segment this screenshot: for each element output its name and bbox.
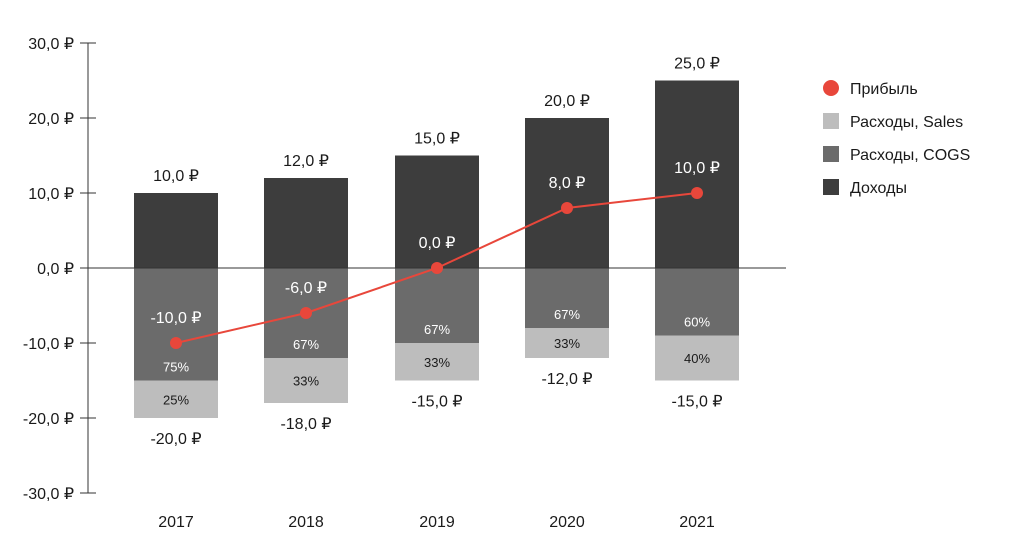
legend-marker-swatch xyxy=(823,113,839,129)
cogs-share-label: 67% xyxy=(424,322,450,337)
sales-share-label: 25% xyxy=(163,392,189,407)
sales-bar xyxy=(134,380,218,418)
revenue-bar xyxy=(395,155,479,268)
profit-label: -6,0 ₽ xyxy=(285,280,327,297)
profit-point xyxy=(431,262,443,274)
expense-total-label: -12,0 ₽ xyxy=(541,371,592,388)
sales-share-label: 33% xyxy=(554,336,580,351)
x-tick-label: 2019 xyxy=(419,514,455,531)
profit-point xyxy=(691,187,703,199)
cogs-bar xyxy=(134,268,218,381)
profit-point xyxy=(300,307,312,319)
cogs-share-label: 60% xyxy=(684,315,710,330)
profit-point xyxy=(170,337,182,349)
profit-label: -10,0 ₽ xyxy=(150,310,201,327)
profit-label: 8,0 ₽ xyxy=(549,175,586,192)
expense-total-label: -15,0 ₽ xyxy=(411,394,462,411)
cogs-share-label: 67% xyxy=(293,337,319,352)
revenue-total-label: 12,0 ₽ xyxy=(283,153,329,170)
sales-bar xyxy=(395,343,479,381)
cogs-share-label: 75% xyxy=(163,360,189,375)
revenue-total-label: 15,0 ₽ xyxy=(414,131,460,148)
revenue-bar xyxy=(134,193,218,268)
legend-label: Расходы, COGS xyxy=(850,147,970,164)
y-tick-label: -10,0 ₽ xyxy=(23,336,74,353)
profit-label: 10,0 ₽ xyxy=(674,160,720,177)
y-tick-label: 0,0 ₽ xyxy=(37,261,74,278)
y-tick-label: -20,0 ₽ xyxy=(23,411,74,428)
revenue-bar xyxy=(655,80,739,268)
y-tick-label: -30,0 ₽ xyxy=(23,486,74,503)
legend-marker-profit xyxy=(823,80,839,96)
sales-bar xyxy=(655,335,739,381)
legend-label: Прибыль xyxy=(850,81,918,98)
cogs-bar xyxy=(655,268,739,336)
y-tick-label: 10,0 ₽ xyxy=(28,186,74,203)
x-tick-label: 2018 xyxy=(288,514,324,531)
sales-share-label: 33% xyxy=(424,355,450,370)
expense-total-label: -20,0 ₽ xyxy=(150,431,201,448)
sales-share-label: 33% xyxy=(293,374,319,389)
revenue-total-label: 25,0 ₽ xyxy=(674,56,720,73)
revenue-total-label: 20,0 ₽ xyxy=(544,93,590,110)
cogs-share-label: 67% xyxy=(554,307,580,322)
y-tick-label: 20,0 ₽ xyxy=(28,111,74,128)
cogs-bar xyxy=(395,268,479,343)
y-tick-label: 30,0 ₽ xyxy=(28,36,74,53)
x-tick-label: 2021 xyxy=(679,514,715,531)
cogs-bar xyxy=(525,268,609,328)
sales-bar xyxy=(525,328,609,358)
legend-marker-swatch xyxy=(823,146,839,162)
revenue-bar xyxy=(264,178,348,268)
revenue-total-label: 10,0 ₽ xyxy=(153,168,199,185)
legend-label: Доходы xyxy=(850,180,907,197)
legend-label: Расходы, Sales xyxy=(850,114,963,131)
legend-marker-swatch xyxy=(823,179,839,195)
sales-bar xyxy=(264,358,348,403)
x-tick-label: 2020 xyxy=(549,514,585,531)
profit-point xyxy=(561,202,573,214)
sales-share-label: 40% xyxy=(684,351,710,366)
profit-label: 0,0 ₽ xyxy=(419,235,456,252)
revenue-bar xyxy=(525,118,609,268)
expense-total-label: -15,0 ₽ xyxy=(671,394,722,411)
x-tick-label: 2017 xyxy=(158,514,194,531)
expense-total-label: -18,0 ₽ xyxy=(280,416,331,433)
